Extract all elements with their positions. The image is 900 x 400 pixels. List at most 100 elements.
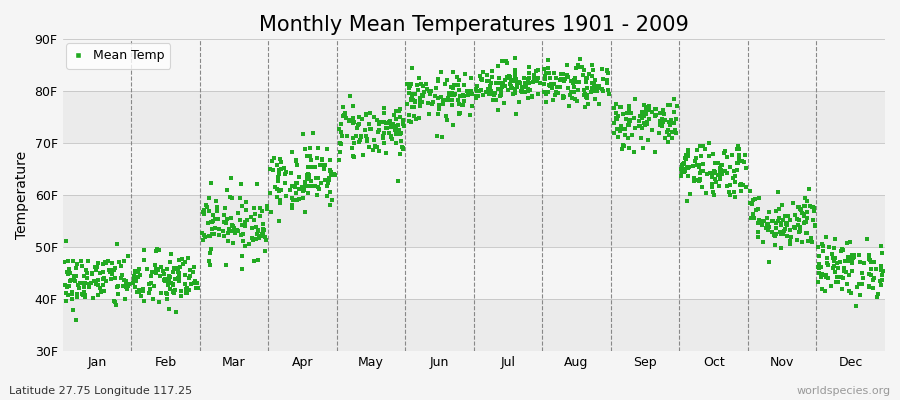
Point — [96, 282, 111, 289]
Point — [771, 215, 786, 222]
Point — [303, 183, 318, 189]
Point — [457, 82, 472, 88]
Point — [204, 231, 219, 237]
Point — [730, 166, 744, 173]
Point — [172, 278, 186, 284]
Point — [811, 279, 825, 285]
Point — [529, 78, 544, 84]
Point — [483, 87, 498, 93]
Point — [474, 76, 489, 82]
Point — [564, 94, 579, 101]
Point — [724, 152, 739, 158]
Point — [742, 200, 757, 206]
Point — [359, 111, 374, 118]
Point — [105, 270, 120, 277]
Point — [86, 278, 101, 284]
Point — [855, 275, 869, 281]
Point — [464, 88, 478, 94]
Point — [735, 158, 750, 164]
Point — [677, 169, 691, 176]
Point — [100, 258, 114, 264]
Point — [62, 270, 77, 276]
Point — [653, 122, 668, 128]
Point — [832, 258, 847, 265]
Point — [768, 242, 782, 248]
Point — [806, 239, 820, 245]
Point — [560, 72, 574, 79]
Point — [98, 258, 112, 265]
Point — [762, 209, 777, 216]
Point — [388, 139, 402, 146]
Point — [667, 119, 681, 126]
Point — [522, 70, 536, 76]
Point — [728, 179, 742, 185]
Point — [483, 80, 498, 86]
Point — [382, 119, 396, 126]
Point — [353, 136, 367, 143]
Point — [119, 278, 133, 284]
Point — [284, 149, 299, 155]
Point — [292, 196, 306, 203]
Point — [290, 180, 304, 186]
Point — [99, 278, 113, 285]
Point — [660, 129, 674, 135]
Point — [512, 79, 526, 86]
Point — [716, 162, 730, 169]
Point — [218, 205, 232, 211]
Point — [502, 73, 517, 80]
Point — [418, 81, 433, 87]
Point — [106, 267, 121, 274]
Point — [241, 241, 256, 248]
Point — [782, 238, 796, 244]
Point — [860, 236, 874, 242]
Point — [430, 76, 445, 82]
Point — [340, 132, 355, 139]
Point — [635, 114, 650, 121]
Point — [567, 84, 581, 90]
Point — [569, 79, 583, 85]
Bar — [62, 39, 885, 91]
Point — [607, 120, 621, 126]
Point — [358, 132, 373, 139]
Point — [90, 264, 104, 270]
Point — [674, 173, 688, 179]
Point — [610, 134, 625, 140]
Point — [600, 68, 615, 74]
Point — [814, 241, 829, 248]
Point — [706, 168, 721, 174]
Point — [452, 110, 466, 116]
Point — [549, 89, 563, 95]
Point — [640, 119, 654, 125]
Point — [689, 176, 704, 183]
Point — [796, 211, 811, 217]
Point — [556, 70, 571, 77]
Point — [541, 65, 555, 71]
Point — [104, 269, 118, 275]
Point — [831, 274, 845, 280]
Point — [279, 168, 293, 175]
Point — [769, 220, 783, 226]
Point — [468, 95, 482, 101]
Title: Monthly Mean Temperatures 1901 - 2009: Monthly Mean Temperatures 1901 - 2009 — [259, 15, 688, 35]
Point — [480, 78, 494, 84]
Point — [310, 184, 325, 191]
Point — [446, 122, 460, 128]
Point — [266, 167, 280, 174]
Point — [143, 286, 157, 292]
Point — [166, 290, 181, 296]
Point — [855, 280, 869, 287]
Point — [680, 147, 695, 154]
Point — [128, 269, 142, 276]
Point — [601, 87, 616, 93]
Point — [621, 117, 635, 123]
Point — [842, 272, 856, 278]
Point — [675, 162, 689, 168]
Point — [336, 104, 350, 110]
Point — [679, 155, 693, 161]
Point — [290, 197, 304, 204]
Point — [578, 90, 592, 97]
Point — [620, 109, 634, 116]
Point — [298, 146, 312, 152]
Point — [639, 111, 653, 117]
Point — [694, 153, 708, 160]
